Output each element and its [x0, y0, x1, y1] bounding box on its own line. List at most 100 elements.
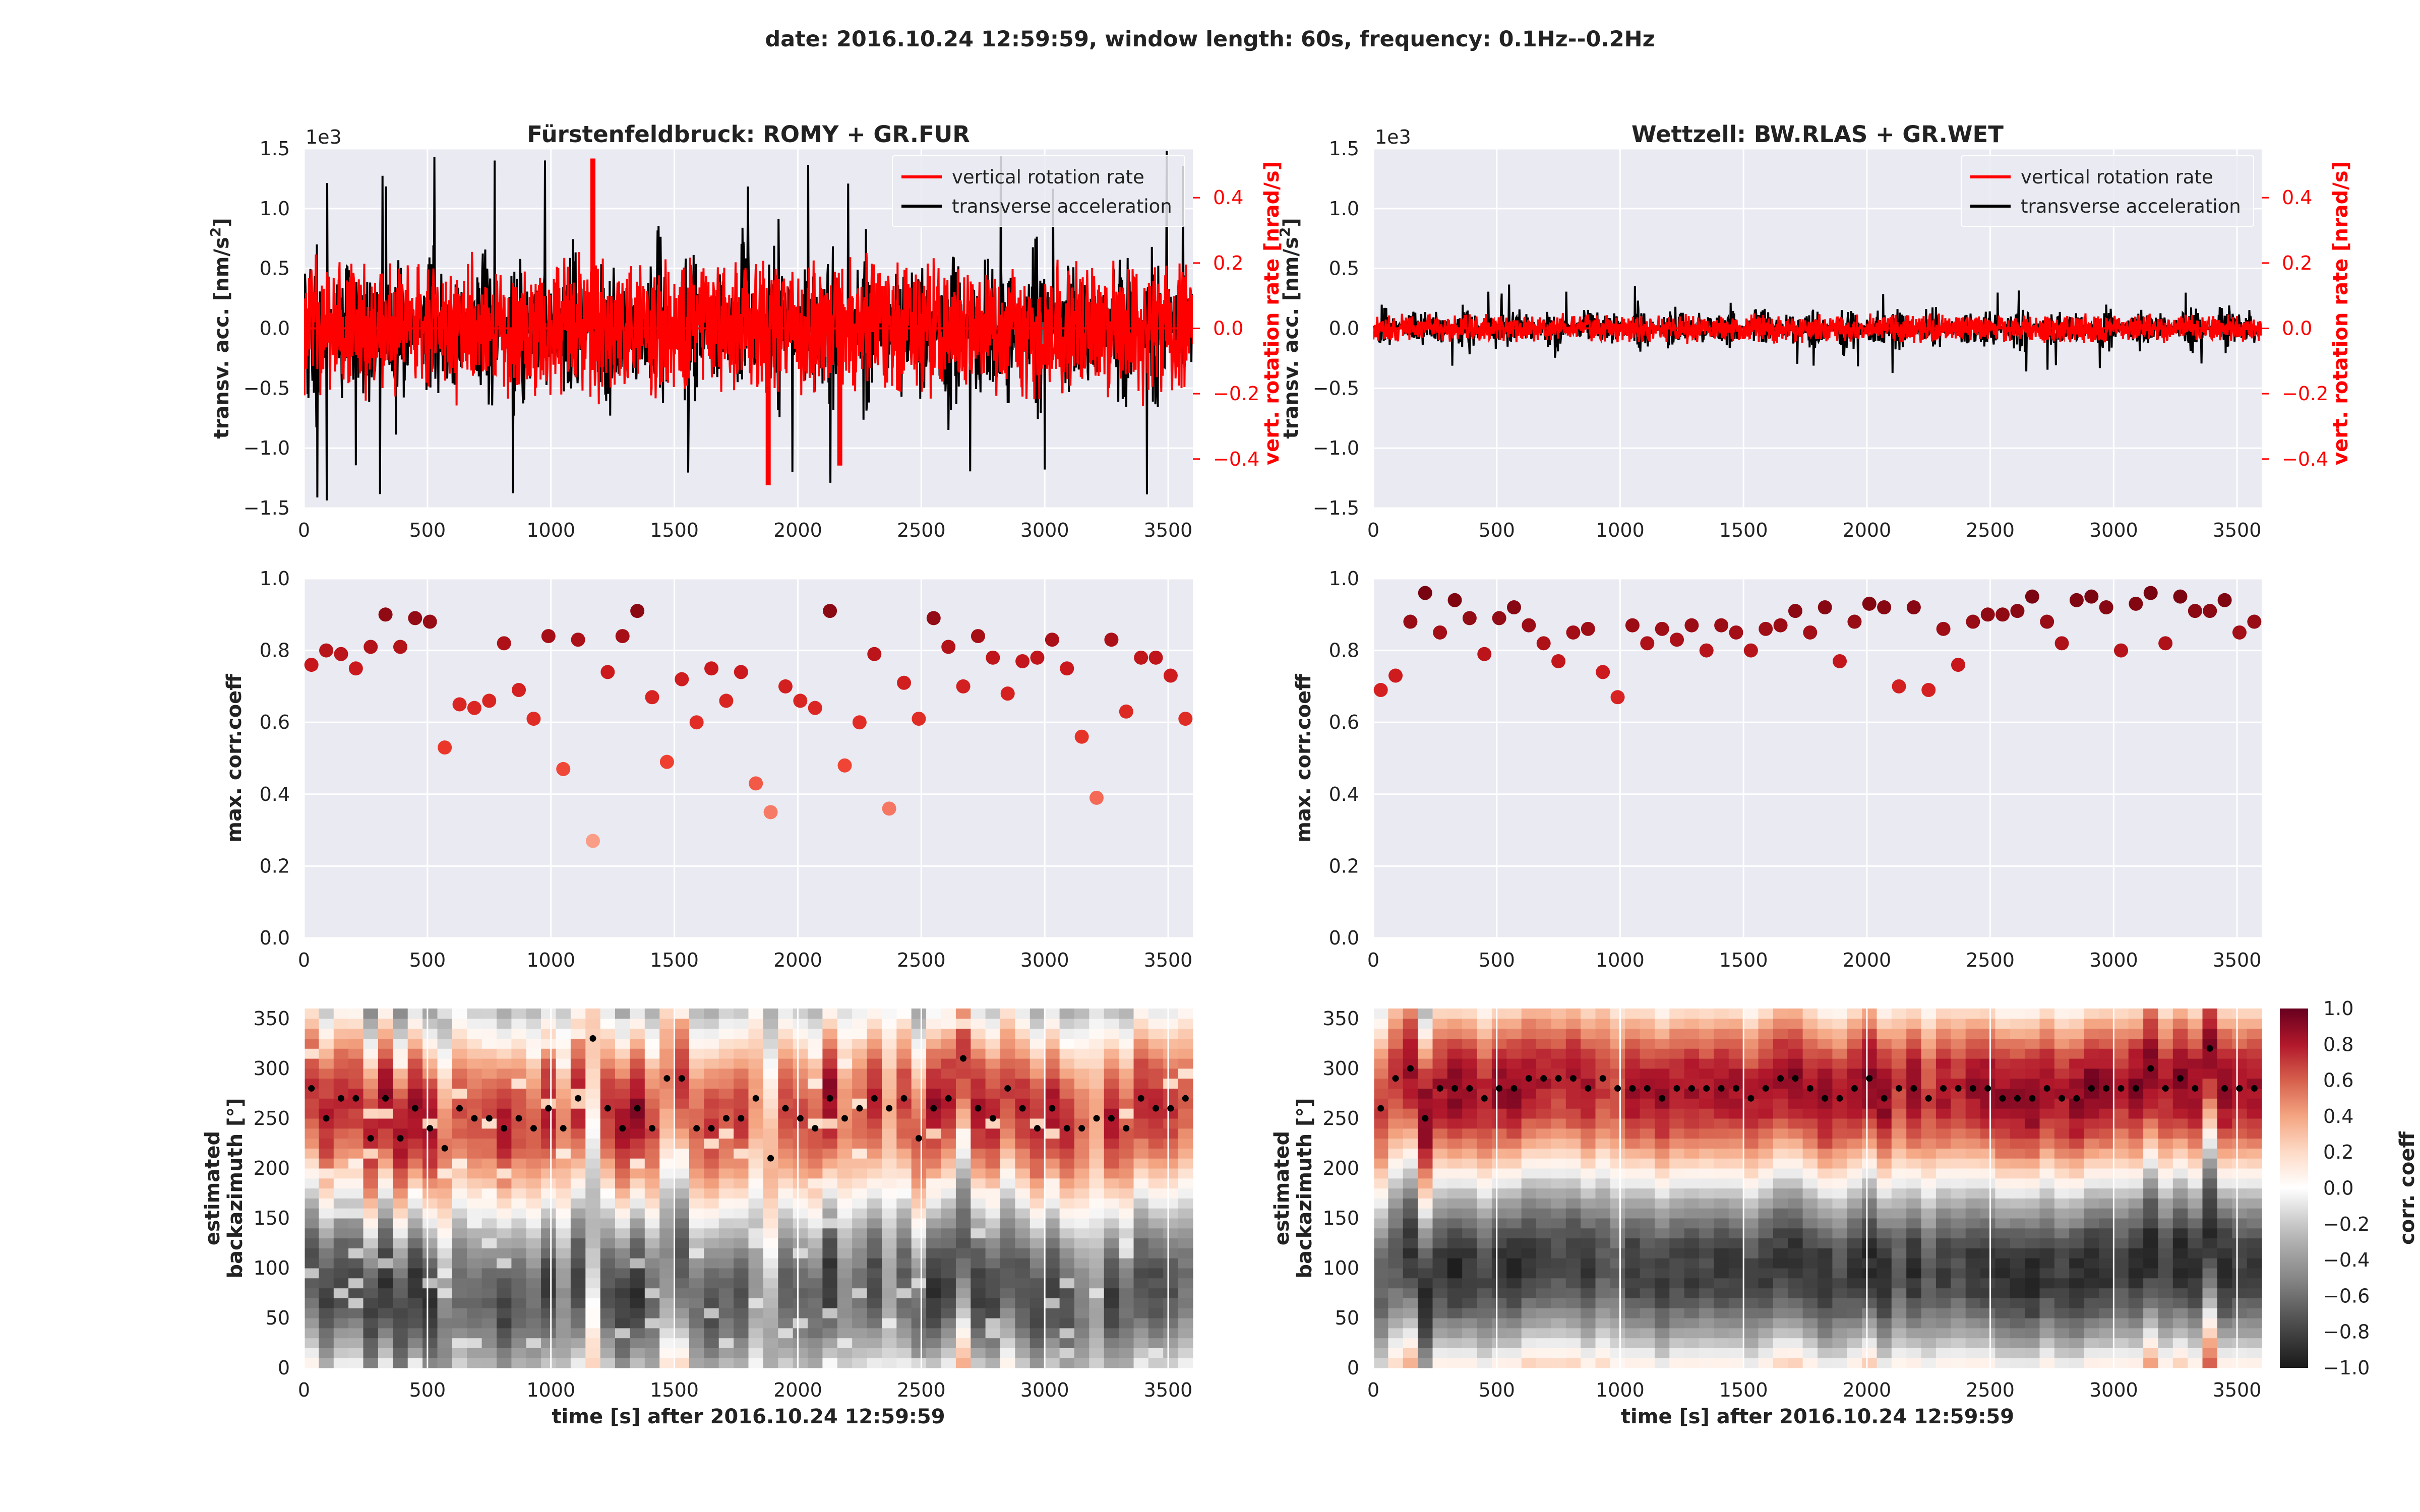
heatmap-cell [407, 1258, 423, 1269]
heatmap-cell [526, 1248, 541, 1258]
heatmap-cell [734, 1288, 749, 1298]
heatmap-cell [497, 1348, 512, 1358]
wet-baz-estimate-point [2103, 1085, 2110, 1092]
heatmap-cell [1447, 1338, 1463, 1348]
heatmap-cell [689, 1258, 704, 1269]
heatmap-cell [615, 1228, 630, 1239]
heatmap-cell [1818, 1328, 1833, 1339]
fur-coeff-point [1178, 712, 1193, 726]
heatmap-cell [2232, 1288, 2248, 1298]
heatmap-cell [2113, 1178, 2129, 1189]
heatmap-cell [852, 1318, 868, 1329]
heatmap-cell [2188, 1038, 2203, 1049]
heatmap-cell [1477, 1328, 1492, 1339]
heatmap-cell [1403, 1338, 1418, 1348]
heatmap-cell [1015, 1238, 1031, 1248]
heatmap-cell [1743, 1238, 1759, 1248]
heatmap-cell [1418, 1018, 1433, 1029]
heatmap-cell [1148, 1058, 1164, 1069]
heatmap-cell [1906, 1128, 1922, 1139]
heatmap-cell [763, 1268, 778, 1279]
heatmap-cell [556, 1258, 571, 1269]
heatmap-cell [2172, 1038, 2188, 1049]
heatmap-cell [2039, 1098, 2055, 1109]
fur-baz-estimate-point [663, 1075, 671, 1082]
ylabel-main: transv. acc. [nm/s [1280, 237, 1303, 438]
heatmap-cell [1669, 1198, 1685, 1209]
heatmap-cell [2158, 1218, 2173, 1229]
heatmap-cell [363, 1038, 379, 1049]
heatmap-cell [2039, 1338, 2055, 1348]
heatmap-cell [1773, 1268, 1788, 1279]
heatmap-cell [778, 1238, 794, 1248]
heatmap-cell [600, 1018, 616, 1029]
fur-baz-estimate-point [337, 1095, 344, 1102]
heatmap-cell [1906, 1148, 1922, 1159]
heatmap-cell [1432, 1168, 1448, 1179]
heatmap-cell [1462, 1178, 1478, 1189]
heatmap-cell [1758, 1138, 1774, 1149]
heatmap-cell [1980, 1268, 1995, 1279]
heatmap-cell [882, 1128, 897, 1139]
heatmap-cell [2247, 1048, 2262, 1059]
heatmap-cell [1743, 1108, 1759, 1119]
heatmap-cell [333, 1128, 349, 1139]
heatmap-cell [1462, 1138, 1478, 1149]
heatmap-cell [2099, 1088, 2114, 1099]
heatmap-cell [1565, 1178, 1581, 1189]
heatmap-cell [2172, 1148, 2188, 1159]
heatmap-cell [1655, 1078, 1670, 1089]
heatmap-cell [1015, 1009, 1031, 1019]
heatmap-cell [1045, 1278, 1060, 1289]
heatmap-cell [1862, 1148, 1878, 1159]
wet-coeff-point [1862, 596, 1877, 611]
heatmap-cell [2025, 1148, 2040, 1159]
heatmap-cell [2099, 1348, 2114, 1358]
heatmap-cell [585, 1278, 601, 1289]
heatmap-cell [1462, 1018, 1478, 1029]
fur-trace-xtick-label: 2500 [897, 519, 946, 541]
heatmap-cell [2084, 1018, 2099, 1029]
heatmap-cell [1030, 1198, 1045, 1209]
heatmap-cell [867, 1228, 882, 1239]
heatmap-cell [867, 1178, 882, 1189]
heatmap-cell [2054, 1058, 2070, 1069]
heatmap-cell [1891, 1298, 1907, 1308]
heatmap-cell [971, 1228, 986, 1239]
heatmap-cell [852, 1028, 868, 1039]
heatmap-cell [1581, 1208, 1596, 1219]
heatmap-cell [600, 1238, 616, 1248]
heatmap-cell [570, 1108, 586, 1119]
heatmap-cell [2025, 1258, 2040, 1269]
heatmap-cell [1995, 1278, 2011, 1289]
heatmap-cell [1877, 1118, 1892, 1129]
heatmap-cell [734, 1148, 749, 1159]
heatmap-cell [1980, 1238, 1995, 1248]
heatmap-cell [896, 1238, 912, 1248]
heatmap-cell [319, 1009, 334, 1019]
heatmap-cell [674, 1268, 690, 1279]
heatmap-cell [926, 1168, 942, 1179]
heatmap-cell [896, 1028, 912, 1039]
wet-baz-xtick-label: 500 [1478, 1379, 1515, 1401]
heatmap-cell [1119, 1128, 1134, 1139]
heatmap-cell [570, 1088, 586, 1099]
heatmap-cell [2039, 1228, 2055, 1239]
heatmap-cell [570, 1128, 586, 1139]
heatmap-cell [600, 1068, 616, 1079]
heatmap-cell [896, 1128, 912, 1139]
heatmap-cell [1773, 1148, 1788, 1159]
heatmap-cell [1847, 1228, 1862, 1239]
heatmap-cell [452, 1358, 467, 1368]
heatmap-cell [911, 1068, 927, 1079]
heatmap-cell [481, 1168, 497, 1179]
heatmap-cell [1030, 1178, 1045, 1189]
heatmap-cell [644, 1078, 660, 1089]
wet-baz-estimate-point [1392, 1075, 1399, 1082]
heatmap-cell [1418, 1038, 1433, 1049]
heatmap-cell [896, 1258, 912, 1269]
heatmap-cell [1965, 1148, 1981, 1159]
heatmap-cell [1818, 1108, 1833, 1119]
heatmap-cell [1877, 1298, 1892, 1308]
heatmap-cell [1432, 1268, 1448, 1279]
